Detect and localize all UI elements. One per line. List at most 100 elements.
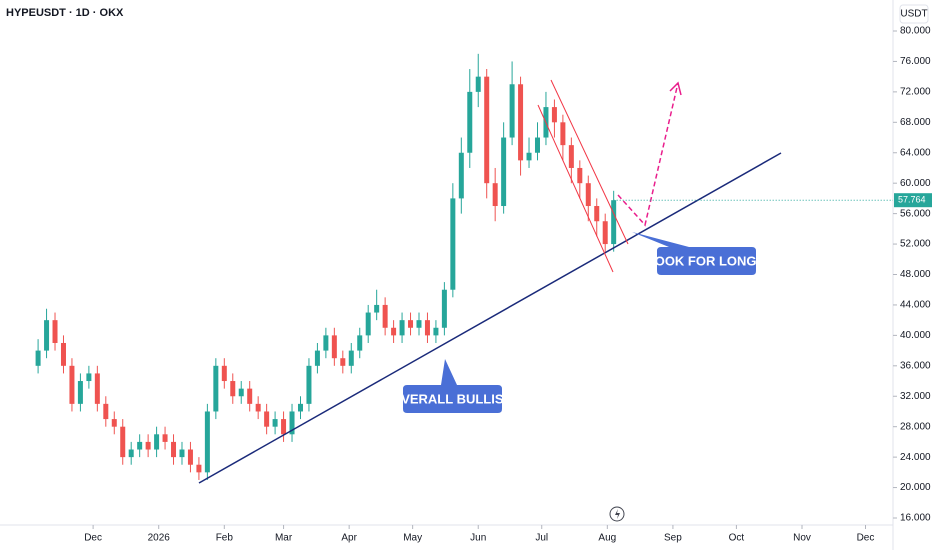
- candle-body: [306, 365, 312, 404]
- callout: [403, 359, 502, 413]
- y-tick-label: 60.000: [900, 178, 931, 189]
- candle-body: [560, 122, 566, 146]
- y-tick-label: 76.000: [900, 56, 931, 67]
- y-tick-label: 36.000: [900, 360, 931, 371]
- annotation: OVERALL BULLISH: [391, 391, 513, 406]
- chart-title: HYPEUSDT · 1D · OKX: [6, 7, 124, 19]
- candle-body: [501, 137, 507, 207]
- candle-body: [475, 76, 481, 92]
- candle-body: [238, 388, 244, 397]
- candle-body: [255, 403, 261, 412]
- candle-body: [60, 342, 66, 366]
- y-tick-label: 40.000: [900, 330, 931, 341]
- candle-body: [450, 198, 456, 290]
- candle-body: [594, 206, 600, 222]
- candle-body: [611, 200, 617, 245]
- candle-body: [289, 411, 295, 435]
- event-icon-glyph: [615, 509, 620, 519]
- x-tick-label: Feb: [216, 533, 234, 544]
- candle-body: [441, 289, 447, 328]
- candle-body: [120, 426, 126, 458]
- candle-body: [391, 327, 397, 336]
- candle-body: [424, 320, 430, 336]
- candle-body: [272, 419, 278, 427]
- x-tick-label: Jul: [535, 533, 548, 544]
- x-tick-label: Oct: [729, 533, 745, 544]
- x-tick-label: Jun: [470, 533, 486, 544]
- candle-body: [331, 335, 337, 359]
- annotation: LOOK FOR LONGS: [647, 253, 766, 268]
- callout: [632, 232, 756, 275]
- x-tick-label: Dec: [84, 533, 102, 544]
- candle-body: [551, 107, 557, 123]
- candle-body: [44, 320, 50, 351]
- y-axis-label: USDT: [900, 9, 927, 20]
- y-tick-label: 16.000: [900, 513, 931, 524]
- candle-body: [297, 403, 303, 412]
- candle-body: [221, 365, 227, 382]
- candle-body: [408, 320, 414, 328]
- candle-body: [568, 145, 574, 168]
- candle-body: [534, 137, 540, 153]
- y-tick-label: 80.000: [900, 26, 931, 37]
- candle-body: [94, 373, 100, 404]
- y-tick-label: 32.000: [900, 391, 931, 402]
- candle-body: [128, 449, 134, 458]
- candles: [35, 53, 617, 480]
- candle-body: [374, 304, 380, 313]
- candle-body: [492, 183, 498, 207]
- candle-body: [577, 167, 583, 184]
- y-tick-label: 44.000: [900, 300, 931, 311]
- candle-body: [103, 403, 109, 420]
- candle-body: [162, 434, 168, 442]
- candle-body: [86, 373, 92, 382]
- candle-body: [484, 76, 490, 184]
- candle-body: [458, 152, 464, 199]
- candle-body: [35, 350, 41, 366]
- candle-body: [204, 411, 210, 473]
- x-tick-label: Apr: [341, 533, 357, 544]
- candle-body: [171, 441, 177, 458]
- candle-body: [264, 411, 270, 427]
- arrow-head: [669, 81, 682, 96]
- y-tick-label: 68.000: [900, 117, 931, 128]
- candle-body: [526, 152, 532, 161]
- candle-body: [69, 365, 75, 404]
- trend-line: [198, 152, 782, 484]
- candle-body: [382, 304, 388, 328]
- candle-body: [230, 381, 236, 397]
- candle-body: [357, 335, 363, 351]
- candle-body: [154, 434, 160, 450]
- candle-body: [467, 91, 473, 153]
- y-tick-label: 28.000: [900, 421, 931, 432]
- candle-body: [399, 320, 405, 336]
- x-tick-label: May: [403, 533, 422, 544]
- unit-box: [899, 4, 929, 24]
- candle-body: [247, 388, 253, 404]
- candle-body: [585, 183, 591, 207]
- y-tick-label: 24.000: [900, 452, 931, 463]
- last-price-label: 57.764: [898, 195, 926, 205]
- y-tick-label: 20.000: [900, 482, 931, 493]
- channel-line: [550, 79, 629, 245]
- candle-body: [187, 449, 193, 465]
- candle-body: [433, 327, 439, 336]
- y-tick-label: 56.000: [900, 208, 931, 219]
- candle-body: [213, 365, 219, 412]
- candle-body: [416, 320, 422, 328]
- candle-body: [323, 335, 329, 351]
- candle-body: [314, 350, 320, 366]
- y-tick-label: 64.000: [900, 147, 931, 158]
- candle-body: [137, 441, 143, 450]
- channel-line: [537, 104, 614, 273]
- x-tick-label: Nov: [793, 533, 811, 544]
- y-tick-label: 72.000: [900, 87, 931, 98]
- candle-body: [145, 441, 151, 450]
- candle-body: [281, 419, 287, 435]
- candle-body: [340, 358, 346, 366]
- candle-body: [77, 381, 83, 404]
- candle-body: [365, 312, 371, 336]
- candle-body: [348, 350, 354, 366]
